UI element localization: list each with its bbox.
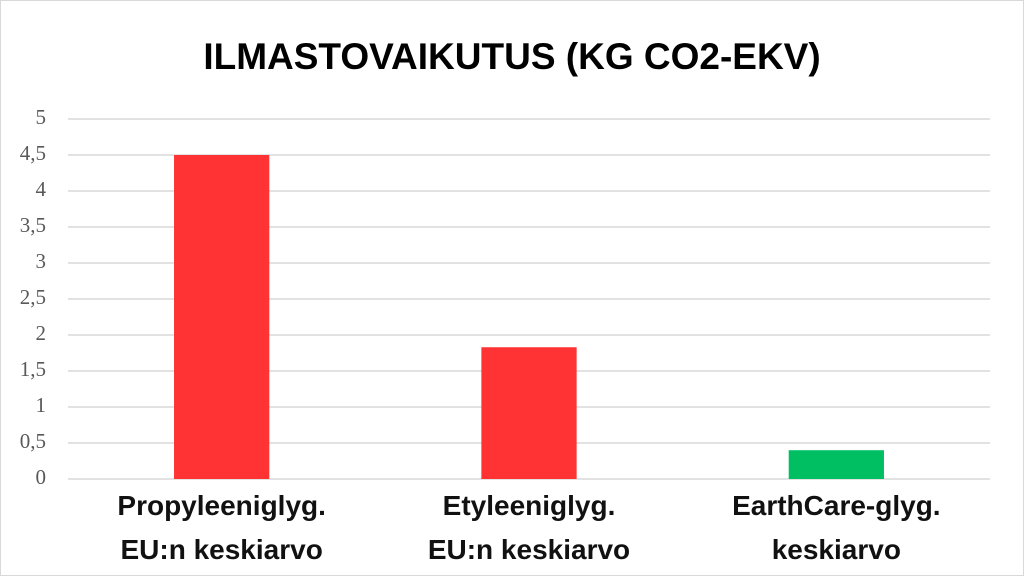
y-tick-label: 1	[36, 393, 47, 417]
y-tick-label: 2	[36, 321, 47, 345]
bar	[481, 347, 577, 479]
x-tick-label: EarthCare-glyg. keskiarvo	[732, 490, 941, 565]
y-tick-label: 4,5	[20, 141, 46, 165]
y-tick-label: 0,5	[20, 429, 46, 453]
x-tick-label: Propyleeniglyg. EU:n keskiarvo	[117, 490, 326, 565]
chart-title: ILMASTOVAIKUTUS (KG CO2-EKV)	[203, 36, 821, 77]
y-tick-label: 1,5	[20, 357, 46, 381]
y-tick-label: 3,5	[20, 213, 46, 237]
x-tick-label: Etyleeniglyg. EU:n keskiarvo	[427, 490, 631, 565]
y-tick-label: 0	[36, 465, 47, 489]
y-tick-label: 4	[36, 177, 47, 201]
y-tick-label: 5	[36, 105, 47, 129]
bar	[788, 450, 884, 479]
y-tick-label: 2,5	[20, 285, 46, 309]
bar	[174, 155, 270, 479]
y-tick-label: 3	[36, 249, 47, 273]
